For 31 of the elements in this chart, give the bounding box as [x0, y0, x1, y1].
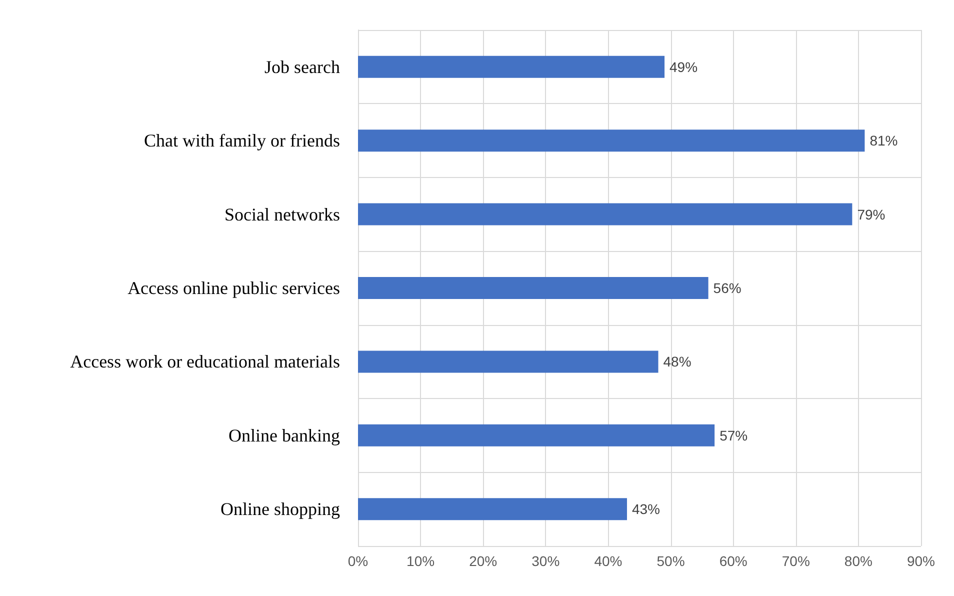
bar [358, 277, 708, 299]
data-label: 48% [663, 354, 692, 370]
y-tick-label: Access work or educational materials [70, 352, 340, 372]
y-tick-label: Chat with family or friends [144, 130, 340, 151]
y-tick-label: Social networks [224, 204, 340, 224]
x-tick-label: 80% [844, 553, 872, 569]
data-label: 81% [870, 132, 898, 149]
x-tick-label: 30% [532, 553, 560, 569]
data-label: 56% [713, 280, 742, 296]
x-tick-label: 90% [906, 553, 936, 569]
x-tick-label: 50% [656, 553, 685, 569]
data-label: 49% [670, 58, 698, 75]
data-label: 57% [720, 427, 748, 444]
bar [358, 424, 715, 446]
y-tick-label: Online banking [228, 425, 340, 446]
data-label: 43% [632, 501, 660, 518]
y-tick-label: Access online public services [128, 278, 340, 298]
y-tick-label: Job search [264, 56, 340, 77]
x-tick-label: 10% [406, 553, 435, 569]
bar [358, 203, 852, 226]
y-tick-label: Online shopping [220, 499, 340, 520]
x-tick-label: 70% [782, 553, 810, 569]
bar [358, 350, 658, 373]
x-tick-label: 40% [594, 553, 622, 569]
x-tick-label: 0% [348, 553, 368, 569]
data-label: 79% [857, 206, 886, 222]
x-tick-label: 60% [719, 553, 748, 569]
bar [358, 498, 627, 520]
bar [358, 130, 865, 152]
x-tick-label: 20% [469, 553, 498, 569]
bar [358, 56, 665, 78]
